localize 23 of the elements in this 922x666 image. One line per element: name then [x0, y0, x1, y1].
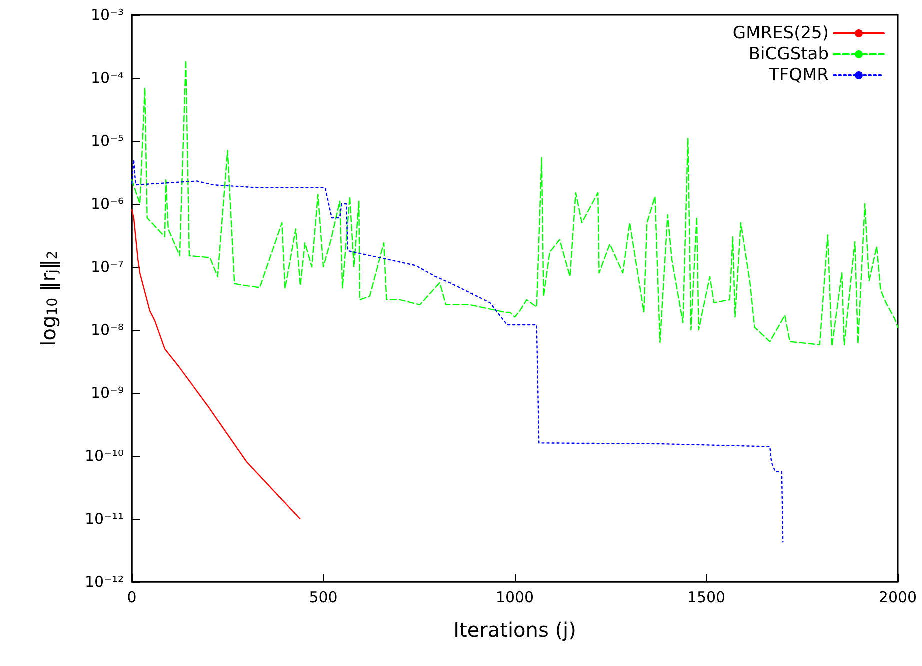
- y-tick-label: 10⁻⁷: [90, 258, 124, 276]
- x-tick-label: 1000: [496, 588, 534, 606]
- x-axis-title: Iterations (j): [454, 618, 576, 642]
- y-tick-label: 10⁻¹⁰: [84, 447, 124, 465]
- legend-label: GMRES(25): [732, 24, 829, 44]
- y-tick-label: 10⁻⁵: [90, 132, 124, 150]
- y-tick-label: 10⁻⁶: [90, 195, 124, 213]
- y-tick-label: 10⁻⁴: [90, 69, 124, 87]
- y-tick-label: 10⁻¹²: [84, 573, 124, 591]
- x-tick-label: 2000: [878, 588, 918, 606]
- x-tick-label: 0: [127, 588, 137, 606]
- legend-label: TFQMR: [768, 66, 830, 86]
- line-series: [131, 60, 899, 347]
- y-tick-label: 10⁻⁸: [90, 321, 124, 339]
- y-axis-title: log10 ‖rj‖2: [36, 250, 61, 346]
- x-tick-label: 1500: [687, 588, 726, 606]
- y-tick-label: 10⁻⁹: [90, 384, 124, 402]
- y-tick-label: 10⁻³: [90, 6, 124, 24]
- legend-label: BiCGStab: [748, 44, 829, 64]
- y-tick-label: 10⁻¹¹: [84, 510, 124, 528]
- x-tick-label: 500: [309, 588, 338, 606]
- line-series: [131, 210, 301, 520]
- line-series: [131, 159, 784, 543]
